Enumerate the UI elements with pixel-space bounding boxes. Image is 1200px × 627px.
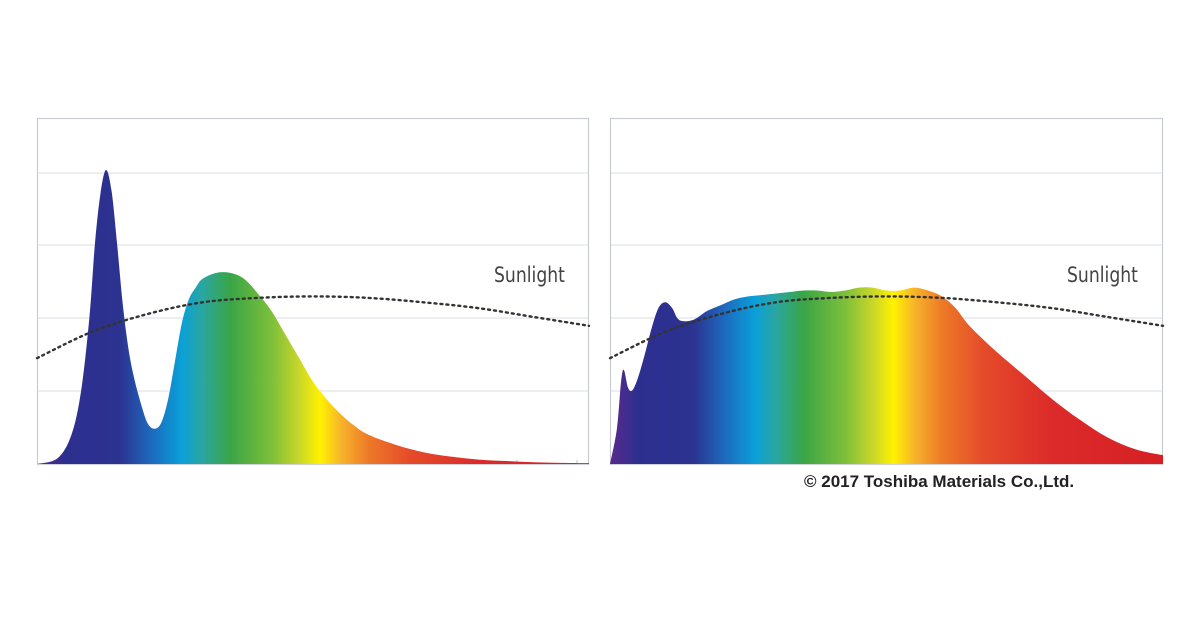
sunlight-curve	[35, 295, 591, 360]
right-spectrum-chart: Sunlight	[608, 117, 1165, 466]
left-spectrum-chart: Sunlight	[35, 117, 591, 466]
spectrum-area	[610, 287, 1163, 464]
left-sunlight-label: Sunlight	[494, 263, 565, 287]
right-chart-svg	[608, 117, 1165, 466]
copyright-notice: © 2017 Toshiba Materials Co.,Ltd.	[804, 472, 1075, 491]
right-sunlight-label: Sunlight	[1067, 263, 1138, 287]
spectrum-area	[37, 169, 589, 465]
sunlight-curve	[608, 295, 1165, 360]
left-chart-svg	[35, 117, 591, 466]
